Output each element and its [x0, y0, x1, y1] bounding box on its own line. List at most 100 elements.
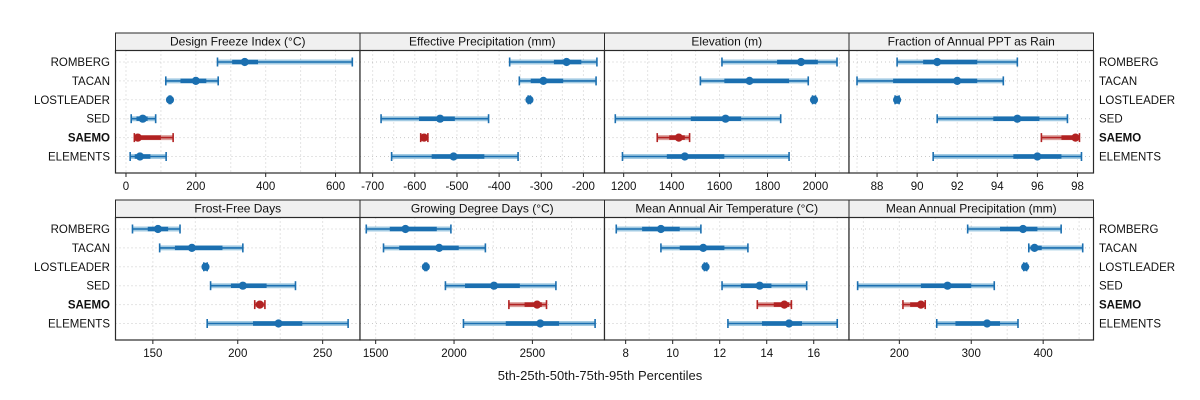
median-dot — [201, 262, 210, 271]
median-dot — [796, 57, 806, 67]
percentile-row-lostleader — [525, 95, 534, 105]
median-dot — [1021, 262, 1030, 271]
percentile-row-tacan — [699, 76, 810, 86]
axis-tick-label: 1200 — [611, 181, 637, 193]
axis-tick-label: -600 — [403, 181, 426, 193]
station-label-right-saemo: SAEMO — [1099, 300, 1141, 312]
percentile-row-lostleader — [1021, 262, 1030, 272]
percentile-row-lostleader — [201, 262, 210, 272]
percentile-row-lostleader — [421, 262, 430, 272]
station-label-left-tacan: TACAN — [72, 243, 110, 255]
percentile-row-saemo — [253, 300, 266, 310]
median-dot — [539, 76, 548, 85]
station-label-left-lostleader: LOSTLEADER — [34, 262, 110, 274]
panel-series — [365, 224, 596, 328]
percentile-row-elements — [935, 319, 1019, 328]
station-label-right-saemo: SAEMO — [1099, 133, 1141, 145]
panel-strip-title: Elevation (m) — [691, 35, 762, 49]
median-dot — [943, 281, 952, 290]
percentile-row-saemo — [1040, 133, 1081, 143]
percentile-row-sed — [721, 281, 808, 291]
percentile-row-saemo — [756, 300, 793, 310]
station-label-left-saemo: SAEMO — [68, 133, 110, 145]
axis-tick-label: 200 — [228, 348, 247, 360]
station-label-right-lostleader: LOSTLEADER — [1099, 95, 1175, 107]
median-dot — [953, 76, 962, 85]
median-dot — [419, 133, 429, 142]
panel-effective-precipitation-mm: -700 -600 -500 -400 -300 -200 Effective Precip… — [359, 32, 606, 193]
percentile-row-romberg — [721, 57, 838, 67]
percentile-row-elements — [390, 152, 519, 161]
percentile-row-romberg — [131, 224, 181, 234]
median-dot — [255, 300, 264, 309]
axis-tick-label: -700 — [361, 181, 384, 193]
median-dot — [656, 224, 666, 234]
percentile-row-sed — [856, 281, 996, 291]
panel-series — [380, 57, 598, 161]
panel-fraction-of-annual-ppt-as-rain: 88 90 92 94 96 98 Fraction of Annual PPT as Ra… — [848, 32, 1095, 193]
panel-strip-title: Design Freeze Index (°C) — [170, 35, 306, 49]
median-dot — [449, 152, 458, 161]
percentile-row-saemo — [133, 133, 174, 143]
axis-tick-label: 98 — [1071, 181, 1084, 193]
axis-tick-label: 250 — [313, 348, 332, 360]
percentile-row-elements — [932, 152, 1083, 161]
median-dot — [933, 57, 942, 67]
percentile-row-saemo — [419, 133, 429, 143]
median-dot — [533, 300, 542, 309]
median-dot — [401, 224, 410, 234]
median-dot — [435, 243, 444, 252]
percentile-row-sed — [130, 114, 157, 124]
station-label-left-romberg: ROMBERG — [51, 57, 110, 69]
median-dot — [755, 281, 764, 290]
median-dot — [165, 95, 175, 104]
panel-frost-free-days: 150 200 250 Frost-Free Days — [114, 199, 361, 360]
axis-tick-label: 300 — [962, 348, 981, 360]
panel-strip-title: Fraction of Annual PPT as Rain — [888, 35, 1055, 49]
median-dot — [680, 152, 689, 161]
median-dot — [562, 57, 571, 67]
percentile-row-elements — [206, 319, 349, 328]
median-dot — [699, 243, 708, 252]
station-label-right-tacan: TACAN — [1099, 243, 1137, 255]
percentile-row-lostleader — [165, 95, 175, 105]
median-dot — [674, 133, 683, 142]
panel-mean-annual-precipitation-mm: 200 300 400 Mean Annual Precipitation (mm) — [848, 199, 1095, 360]
percentile-row-romberg — [966, 224, 1062, 234]
percentile-row-romberg — [896, 57, 1019, 67]
median-dot — [536, 319, 545, 328]
percentile-row-tacan — [856, 76, 1005, 86]
median-dot — [892, 95, 902, 104]
axis-tick-label: 94 — [991, 181, 1004, 193]
panel-area — [360, 217, 605, 340]
median-dot — [701, 262, 710, 271]
axis-tick-label: 90 — [911, 181, 924, 193]
panel-growing-degree-days-c: 1500 2000 2500 Growing Degree Days (°C) — [359, 199, 606, 360]
axis-tick-label: 88 — [871, 181, 884, 193]
axis-tick-label: 10 — [666, 348, 679, 360]
axis-tick-label: -300 — [530, 181, 553, 193]
median-dot — [135, 152, 145, 161]
median-dot — [240, 57, 249, 67]
panel-series — [131, 224, 349, 328]
station-label-right-sed: SED — [1099, 281, 1123, 293]
panel-border — [848, 49, 1095, 174]
station-label-left-tacan: TACAN — [72, 76, 110, 88]
percentile-row-tacan — [158, 243, 244, 253]
axis-tick-label: 400 — [256, 181, 275, 193]
panel-series — [856, 224, 1084, 328]
panel-series — [129, 57, 354, 161]
median-dot — [745, 76, 754, 85]
median-dot — [238, 281, 247, 290]
panel-border — [848, 216, 1095, 341]
panel-strip-title: Frost-Free Days — [194, 202, 281, 216]
station-label-right-sed: SED — [1099, 114, 1123, 126]
percentile-row-tacan — [164, 76, 219, 86]
median-dot — [1033, 152, 1042, 161]
panel-area — [849, 50, 1094, 173]
panel-strip-title: Growing Degree Days (°C) — [411, 202, 554, 216]
percentile-row-sed — [936, 114, 1069, 124]
median-dot — [916, 300, 926, 309]
